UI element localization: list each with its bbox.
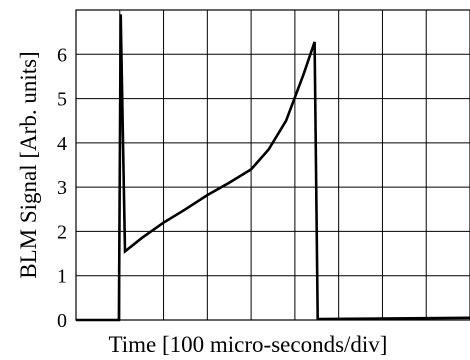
y-tick-labels: 0 1 2 3 4 5 6 [57, 44, 67, 332]
y-tick-label: 6 [57, 44, 67, 66]
y-tick-label: 5 [57, 89, 67, 111]
y-tick-label: 2 [57, 221, 67, 243]
chart-grid [76, 10, 470, 320]
y-tick-label: 3 [57, 177, 67, 199]
y-axis-label: BLM Signal [Arb. units] [16, 51, 41, 278]
y-tick-label: 0 [57, 310, 67, 332]
x-axis-label: Time [100 micro-seconds/div] [109, 332, 388, 357]
y-tick-label: 4 [57, 133, 67, 155]
plot-frame [75, 9, 470, 321]
signal-series-line [76, 14, 470, 322]
y-tick-label: 1 [57, 266, 67, 288]
